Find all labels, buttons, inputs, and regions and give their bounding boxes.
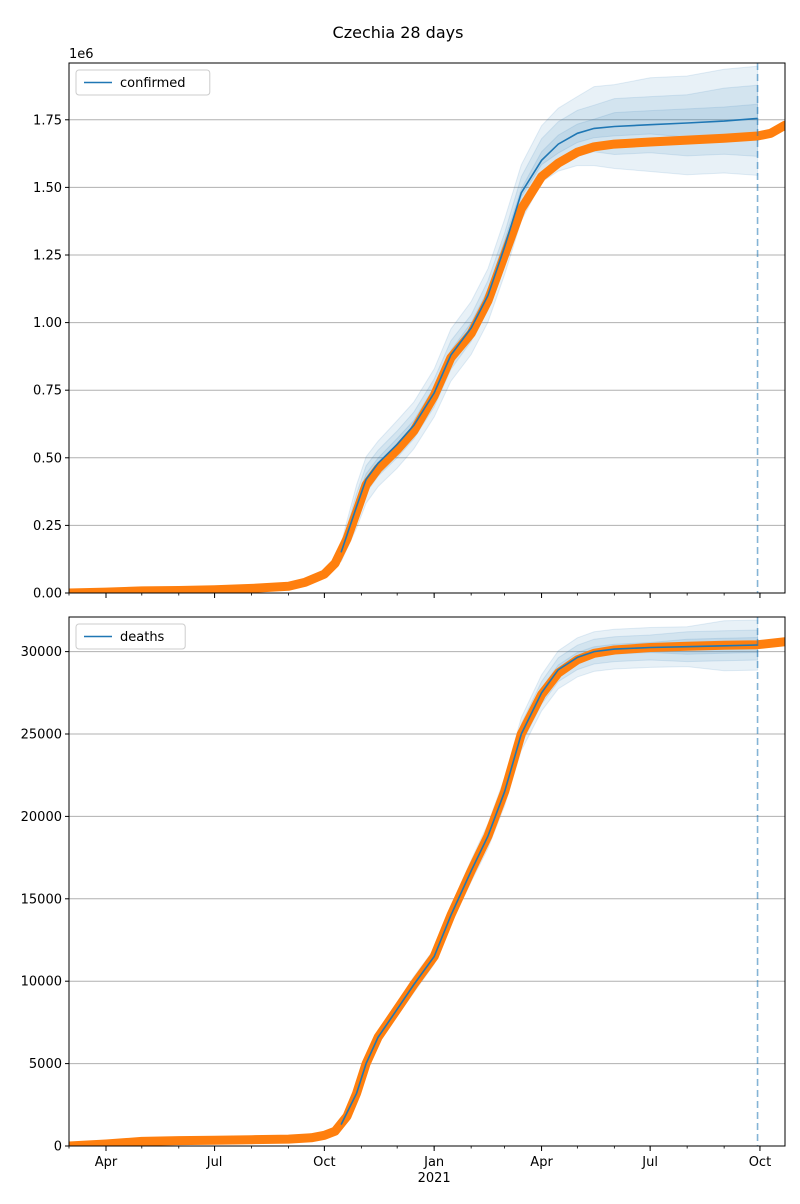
legend-box [75, 623, 186, 650]
x-tick-label: Apr [530, 1155, 553, 1170]
plot-area [69, 619, 785, 1146]
legend-label: confirmed [120, 76, 186, 91]
y-tick-label: 15000 [21, 892, 62, 907]
axes-frame [68, 62, 786, 594]
panel-confirmed: 0.00 0.25 0.50 0.75 1.00 1.25 1.50 1.75 1e6 confi… [33, 47, 786, 602]
legend-label: deaths [120, 630, 165, 645]
model-series [340, 644, 758, 1125]
legend-box [75, 69, 211, 96]
uncertainty-band [340, 636, 759, 1126]
y-tick-label: 0.75 [33, 384, 62, 399]
legend: deaths [75, 623, 186, 650]
chart-title: Czechia 28 days [333, 23, 464, 42]
y-tick-label: 0.00 [33, 587, 62, 602]
observed-series [69, 637, 785, 1146]
y-tick-label: 1.00 [33, 316, 62, 331]
y-tick-label: 10000 [21, 975, 62, 990]
y-tick-label: 25000 [21, 728, 62, 743]
y-offset-label: 1e6 [69, 47, 94, 62]
y-tick-label: 1.75 [33, 113, 62, 128]
y-tick-label: 0 [54, 1140, 62, 1155]
plot-area [69, 65, 785, 593]
x-tick-label: Oct [313, 1155, 335, 1170]
y-tick-label: 20000 [21, 810, 62, 825]
x-tick-label: Oct [749, 1155, 771, 1170]
uncertainty-band [340, 619, 759, 1127]
legend: confirmed [75, 69, 211, 96]
uncertainty-band [340, 629, 759, 1126]
y-tick-label: 5000 [29, 1057, 62, 1072]
y-tick-label: 1.50 [33, 181, 62, 196]
x-year-label: 2021 [418, 1171, 451, 1186]
y-tick-label: 0.50 [33, 451, 62, 466]
y-tick-label: 1.25 [33, 248, 62, 263]
x-tick-label: Jan [423, 1155, 444, 1170]
x-tick-label: Jul [206, 1155, 223, 1170]
panels: 0.00 0.25 0.50 0.75 1.00 1.25 1.50 1.75 1e6 confi… [21, 47, 786, 1186]
y-tick-label: 0.25 [33, 519, 62, 534]
y-tick-label: 30000 [21, 645, 62, 660]
x-tick-label: Apr [95, 1155, 118, 1170]
axes-frame [68, 616, 786, 1147]
observed-series [69, 120, 785, 593]
model-series [340, 117, 758, 553]
x-tick-label: Jul [641, 1155, 658, 1170]
panel-deaths: 0 5000 10000 15000 20000 25000 30000 Apr Jul Oct J… [21, 616, 786, 1186]
